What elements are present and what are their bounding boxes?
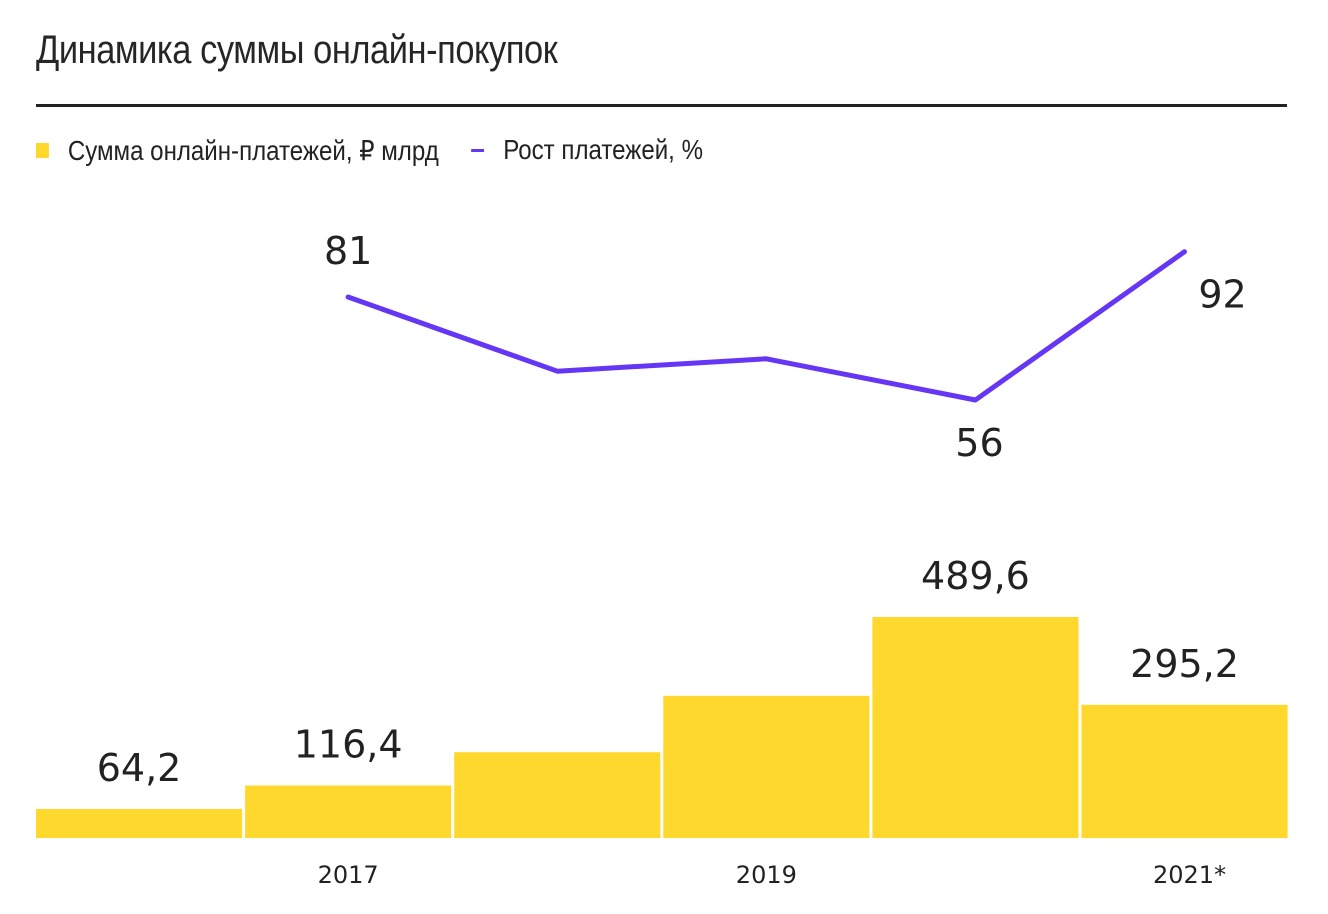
bar-2021* <box>1081 704 1288 839</box>
line-value-label: 56 <box>955 421 1003 465</box>
bar-value-label: 489,6 <box>921 554 1030 598</box>
bar-2016 <box>36 809 243 838</box>
bar-data-labels: 64,2 116,4 489,6 295,2 <box>97 554 1239 790</box>
legend-label-sum: Сумма онлайн-платежей, ₽ млрд <box>67 134 439 166</box>
growth-line <box>345 249 1187 403</box>
bar-value-label: 64,2 <box>97 746 182 790</box>
x-tick-label: 2017 <box>318 861 379 889</box>
bar-value-label: 295,2 <box>1130 642 1239 686</box>
legend-item-sum: Сумма онлайн-платежей, ₽ млрд <box>36 134 439 167</box>
legend-square-icon <box>36 142 49 158</box>
bar-2019 <box>663 695 870 838</box>
legend-label-growth: Рост платежей, % <box>503 134 703 165</box>
x-tick-label: 2021* <box>1153 861 1226 889</box>
bar-2020 <box>872 617 1079 838</box>
x-tick-label: 2019 <box>736 861 797 889</box>
line-data-labels: 81 56 92 <box>324 229 1247 465</box>
bar-2018 <box>454 752 661 838</box>
bar-value-label: 116,4 <box>294 722 403 766</box>
line-value-label: 92 <box>1198 273 1246 317</box>
title-divider <box>36 104 1287 107</box>
legend-line-icon <box>471 148 485 152</box>
bar-2017 <box>245 785 452 838</box>
x-axis-labels: 2017 2019 2021* <box>318 861 1226 889</box>
legend-item-growth: Рост платежей, % <box>471 134 703 166</box>
chart-title: Динамика суммы онлайн-покупок <box>36 28 558 72</box>
line-value-label: 81 <box>324 229 372 273</box>
legend: Сумма онлайн-платежей, ₽ млрд Рост плате… <box>36 132 850 168</box>
bar-series <box>36 617 1288 839</box>
